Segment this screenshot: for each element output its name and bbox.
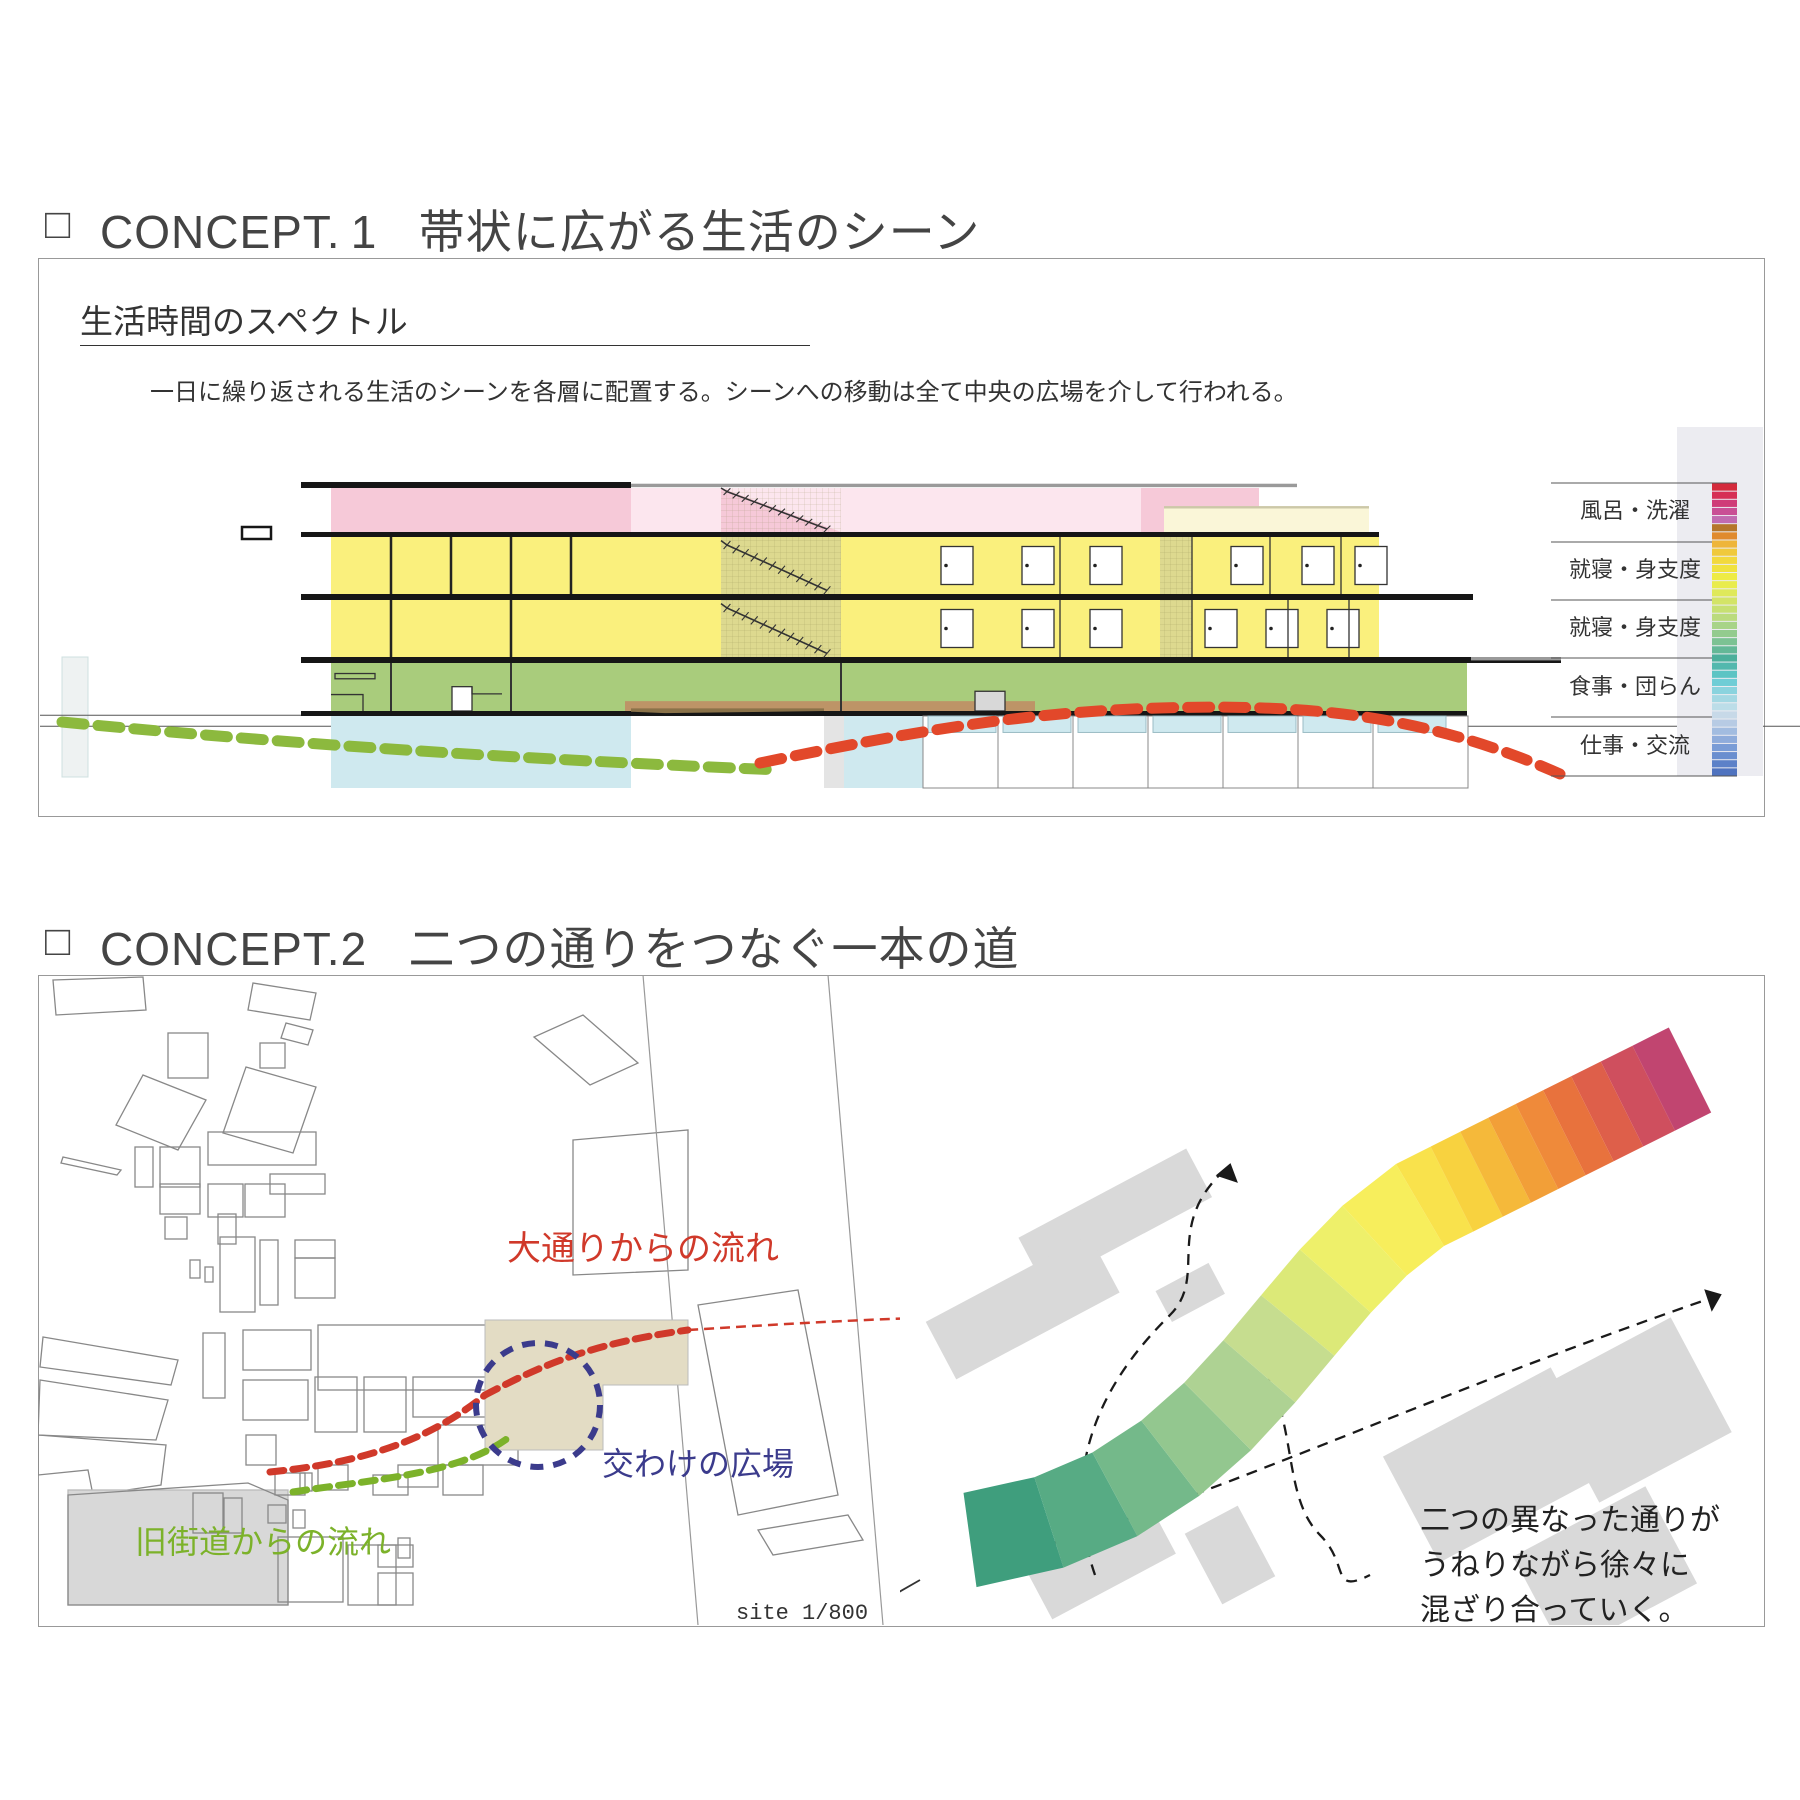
svg-text:食事・団らん: 食事・団らん [1569, 674, 1701, 699]
svg-text:就寝・身支度: 就寝・身支度 [1569, 557, 1701, 582]
svg-text:就寝・身支度: 就寝・身支度 [1569, 615, 1701, 640]
svg-text:風呂・洗濯: 風呂・洗濯 [1580, 498, 1690, 523]
svg-text:仕事・交流: 仕事・交流 [1580, 733, 1690, 758]
